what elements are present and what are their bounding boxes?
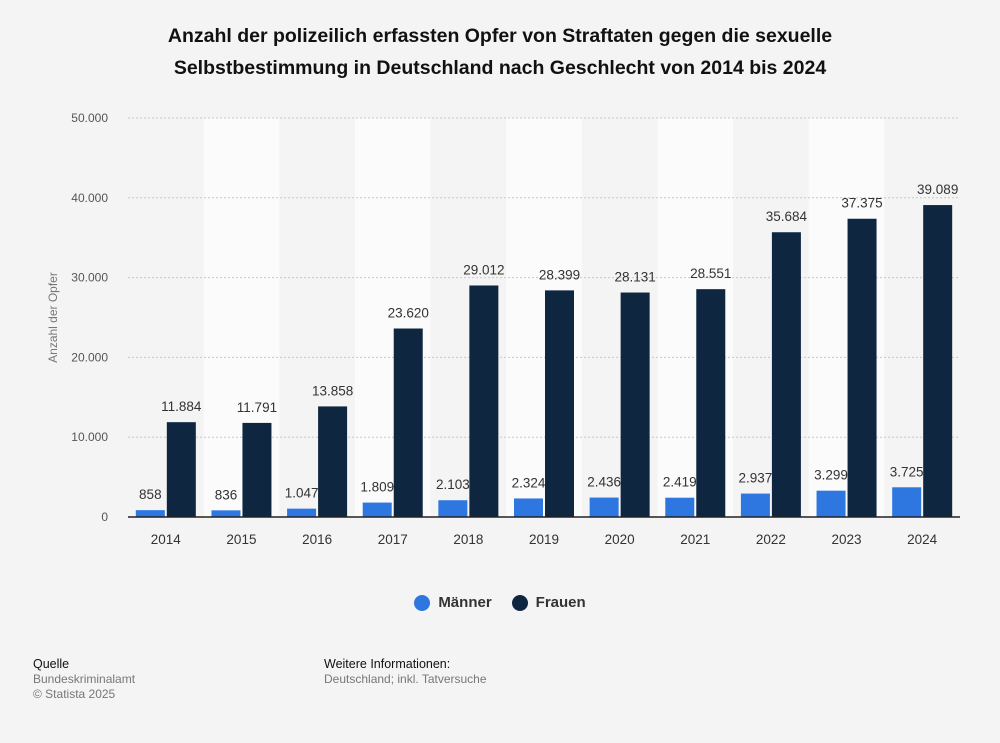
source-heading: Quelle	[33, 657, 70, 671]
chart-title: Anzahl der polizeilich erfassten Opfer v…	[60, 20, 940, 84]
bar-women-2014	[166, 422, 196, 517]
x-tick-label: 2021	[680, 532, 710, 547]
legend-item-men[interactable]: Männer	[414, 594, 492, 611]
legend-label-men: Männer	[438, 594, 492, 611]
bar-women-2023	[847, 218, 877, 517]
legend-marker-women	[511, 594, 528, 611]
y-tick-label: 0	[101, 510, 108, 524]
bar-women-2022	[771, 232, 801, 517]
data-label-men-2015: 836	[215, 487, 238, 502]
x-tick-label: 2019	[529, 532, 559, 547]
x-tick-label: 2020	[605, 532, 635, 547]
legend-marker-men	[414, 594, 431, 611]
data-label-men-2016: 1.047	[285, 486, 319, 501]
source-block: Quelle Bundeskriminalamt © Statista 2025	[33, 657, 135, 702]
bar-women-2021	[696, 289, 726, 517]
data-label-women-2018: 29.012	[463, 262, 504, 277]
source-name: Bundeskriminalamt	[33, 672, 136, 686]
bar-men-2017	[362, 502, 392, 517]
bar-women-2019	[545, 290, 574, 517]
data-label-men-2021: 2.419	[663, 475, 697, 490]
bar-men-2023	[816, 490, 846, 517]
data-label-men-2014: 858	[139, 487, 162, 502]
data-label-women-2022: 35.684	[766, 209, 808, 224]
bar-women-2015	[242, 422, 272, 517]
bar-men-2018	[438, 500, 468, 517]
info-heading: Weitere Informationen:	[324, 657, 451, 671]
info-block: Weitere Informationen: Deutschland; inkl…	[324, 657, 487, 687]
chart-title-line-2: Selbstbestimmung in Deutschland nach Ges…	[173, 57, 827, 79]
info-text: Deutschland; inkl. Tatversuche	[324, 672, 487, 686]
bar-men-2014	[135, 510, 165, 517]
x-tick-label: 2024	[907, 532, 938, 547]
data-label-men-2024: 3.725	[890, 464, 924, 479]
bar-men-2019	[514, 498, 543, 517]
y-axis-label: Anzahl der Opfer	[46, 272, 60, 363]
data-label-men-2022: 2.937	[739, 471, 773, 486]
data-label-women-2020: 28.131	[614, 270, 655, 285]
x-tick-label: 2017	[378, 532, 408, 547]
bar-women-2024	[923, 205, 953, 518]
x-tick-label: 2018	[453, 532, 483, 547]
bar-men-2024	[892, 487, 922, 517]
y-tick-label: 20.000	[71, 350, 108, 364]
data-label-women-2023: 37.375	[841, 196, 882, 211]
x-tick-label: 2015	[226, 532, 256, 547]
bar-chart: 0 10.000 20.000 30.000 40.000 50.000 Anzahl de…	[46, 111, 960, 547]
data-label-men-2023: 3.299	[814, 468, 848, 483]
chart-legend: Männer Frauen	[0, 594, 1000, 611]
bar-men-2021	[665, 497, 695, 517]
chart-title-line-1: Anzahl der polizeilich erfassten Opfer v…	[167, 25, 833, 47]
bar-men-2022	[740, 493, 770, 517]
data-label-women-2024: 39.089	[917, 182, 958, 197]
bar-men-2016	[287, 508, 317, 517]
data-label-women-2019: 28.399	[539, 267, 580, 282]
data-label-men-2020: 2.436	[587, 475, 621, 490]
data-label-men-2017: 1.809	[360, 480, 394, 495]
data-label-women-2016: 13.858	[312, 383, 353, 398]
bar-men-2020	[589, 497, 619, 517]
bar-women-2020	[620, 292, 650, 517]
bar-women-2017	[393, 328, 423, 517]
y-tick-label: 30.000	[71, 271, 108, 285]
data-label-men-2019: 2.324	[512, 475, 546, 490]
y-tick-label: 50.000	[71, 111, 108, 125]
y-tick-label: 10.000	[71, 430, 108, 444]
y-tick-label: 40.000	[71, 191, 108, 205]
data-label-men-2018: 2.103	[436, 477, 470, 492]
x-tick-label: 2016	[302, 532, 332, 547]
legend-item-women[interactable]: Frauen	[511, 594, 586, 611]
data-label-women-2014: 11.884	[161, 399, 202, 414]
bar-women-2018	[469, 285, 499, 517]
x-tick-label: 2022	[756, 532, 786, 547]
copyright: © Statista 2025	[33, 687, 116, 701]
x-tick-label: 2014	[151, 532, 182, 547]
bar-women-2016	[318, 406, 348, 517]
data-label-women-2021: 28.551	[690, 266, 731, 281]
bar-men-2015	[211, 510, 241, 517]
data-label-women-2015: 11.791	[237, 400, 277, 415]
data-label-women-2017: 23.620	[388, 306, 429, 321]
x-tick-label: 2023	[832, 532, 862, 547]
legend-label-women: Frauen	[535, 594, 586, 611]
